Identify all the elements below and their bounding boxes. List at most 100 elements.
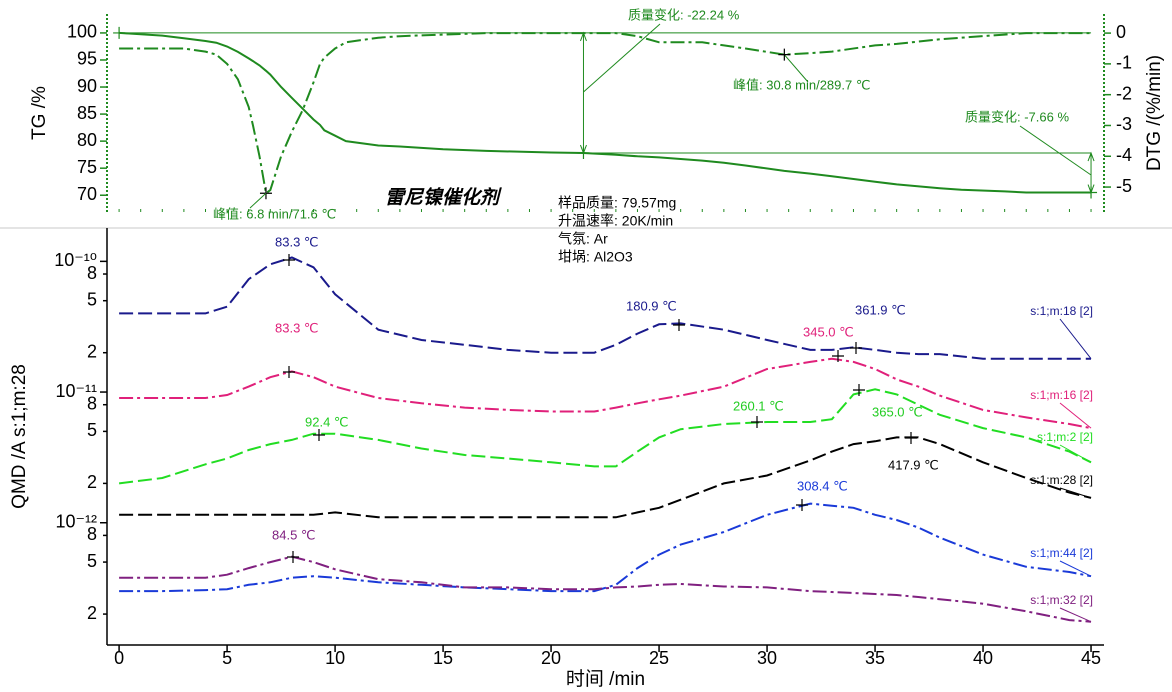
series-line (119, 357, 1092, 430)
x-tick-label: 0 (114, 648, 124, 668)
y-tick-label: 2 (87, 472, 97, 492)
x-tick-label: 15 (433, 648, 453, 668)
y-tick-label: 2 (87, 603, 97, 623)
leader-line (583, 23, 661, 93)
annotation: 峰值: 6.8 min/71.6 ℃ (213, 206, 336, 221)
peak-marker (778, 48, 791, 61)
legend-leader (1059, 487, 1092, 499)
legend-label: s:1;m:2 [2] (1037, 430, 1093, 444)
legend-label: s:1;m:18 [2] (1030, 304, 1093, 318)
peak-marker (577, 147, 590, 160)
annotation: 83.3 ℃ (275, 320, 319, 335)
legend-label: s:1;m:32 [2] (1030, 593, 1093, 607)
y-tick-label: 8 (87, 524, 97, 544)
peak-marker (313, 429, 325, 441)
sample-info: 气氛: Ar (558, 231, 608, 247)
annotation: 361.9 ℃ (855, 302, 906, 317)
y2-tick-label: -1 (1116, 53, 1132, 73)
annotation: 365.0 ℃ (872, 404, 923, 419)
peak-marker (283, 254, 295, 266)
y-tick-label: 8 (87, 393, 97, 413)
series-line (119, 502, 1092, 593)
x-tick-label: 20 (541, 648, 561, 668)
annotation: 峰值: 30.8 min/289.7 ℃ (733, 77, 870, 92)
peak-marker (673, 319, 685, 331)
peak-marker (905, 432, 917, 444)
y2-tick-label: -2 (1116, 83, 1132, 103)
series-line (118, 388, 1092, 485)
leader-line (1019, 125, 1092, 176)
legend-leader (1059, 444, 1092, 463)
leader-line (249, 192, 267, 209)
x-axis-label: 时间 /min (566, 668, 645, 690)
y-tick-label: 10⁻¹⁰ (54, 250, 97, 270)
x-tick-label: 5 (222, 648, 232, 668)
y2-tick-label: -4 (1116, 145, 1132, 165)
x-tick-label: 40 (973, 648, 993, 668)
series-line (119, 31, 1091, 194)
peak-marker (751, 416, 763, 428)
x-tick-label: 30 (757, 648, 777, 668)
y-tick-label: 8 (87, 263, 97, 283)
x-tick-label: 25 (649, 648, 669, 668)
y-tick-label: 80 (77, 130, 97, 150)
y-tick-label: 5 (87, 289, 97, 309)
peak-marker (287, 551, 299, 563)
legend-label: s:1;m:16 [2] (1030, 388, 1093, 402)
legend-leader (1059, 402, 1092, 429)
peak-marker (853, 384, 865, 396)
legend-label: s:1;m:28 [2] (1030, 473, 1093, 487)
y-tick-label: 10⁻¹¹ (55, 381, 97, 401)
annotation: 417.9 ℃ (888, 457, 939, 472)
y-tick-label: 100 (67, 22, 97, 42)
y-tick-label: 75 (77, 157, 97, 177)
peak-marker (832, 350, 844, 362)
y-tick-label: 90 (77, 76, 97, 96)
y-axis-label: QMD /A s:1;m:28 (9, 364, 30, 509)
y2-tick-label: -3 (1116, 114, 1132, 134)
sample-info: 样品质量: 79.57mg (558, 195, 676, 211)
y2-axis-label: DTG /(%/min) (1144, 55, 1165, 171)
peak-marker (259, 187, 272, 200)
y-tick-label: 85 (77, 103, 97, 123)
legend-leader (1059, 560, 1092, 577)
peak-marker (283, 366, 295, 378)
annotation: 83.3 ℃ (275, 234, 319, 249)
sample-info: 坩埚: Al2O3 (558, 249, 633, 265)
annotation: 92.4 ℃ (305, 414, 349, 429)
legend-label: s:1;m:44 [2] (1030, 546, 1093, 560)
peak-marker (850, 342, 862, 354)
y-tick-label: 2 (87, 341, 97, 361)
annotation: 308.4 ℃ (797, 478, 848, 493)
y2-tick-label: -5 (1116, 176, 1132, 196)
annotation: 260.1 ℃ (733, 398, 784, 413)
legend-leader (1059, 318, 1092, 359)
x-tick-label: 35 (865, 648, 885, 668)
annotation: 84.5 ℃ (272, 527, 316, 542)
peak-marker (1085, 186, 1098, 199)
y-tick-label: 5 (87, 551, 97, 571)
series-line (119, 32, 1091, 195)
x-tick-label: 45 (1081, 648, 1101, 668)
x-tick-label: 10 (325, 648, 345, 668)
legend-leader (1059, 607, 1092, 623)
annotation: 质量变化: -7.66 % (965, 109, 1069, 124)
peak-marker (113, 26, 126, 39)
leader-line (783, 54, 809, 83)
y2-tick-label: 0 (1116, 22, 1126, 42)
series-line (119, 555, 1092, 623)
annotation: 180.9 ℃ (626, 298, 677, 313)
sample-info: 升温速率: 20K/min (558, 213, 673, 229)
series-line (119, 256, 1091, 360)
annotation: 345.0 ℃ (803, 324, 854, 339)
sample-name: 雷尼镍催化剂 (385, 186, 502, 208)
y-tick-label: 95 (77, 49, 97, 69)
annotation: 质量变化: -22.24 % (628, 7, 740, 22)
y-axis-label: TG /% (29, 86, 50, 140)
peak-marker (796, 499, 808, 511)
series-line (119, 436, 1092, 519)
y-tick-label: 5 (87, 420, 97, 440)
y-tick-label: 70 (77, 184, 97, 204)
y-tick-label: 10⁻¹² (55, 511, 97, 531)
